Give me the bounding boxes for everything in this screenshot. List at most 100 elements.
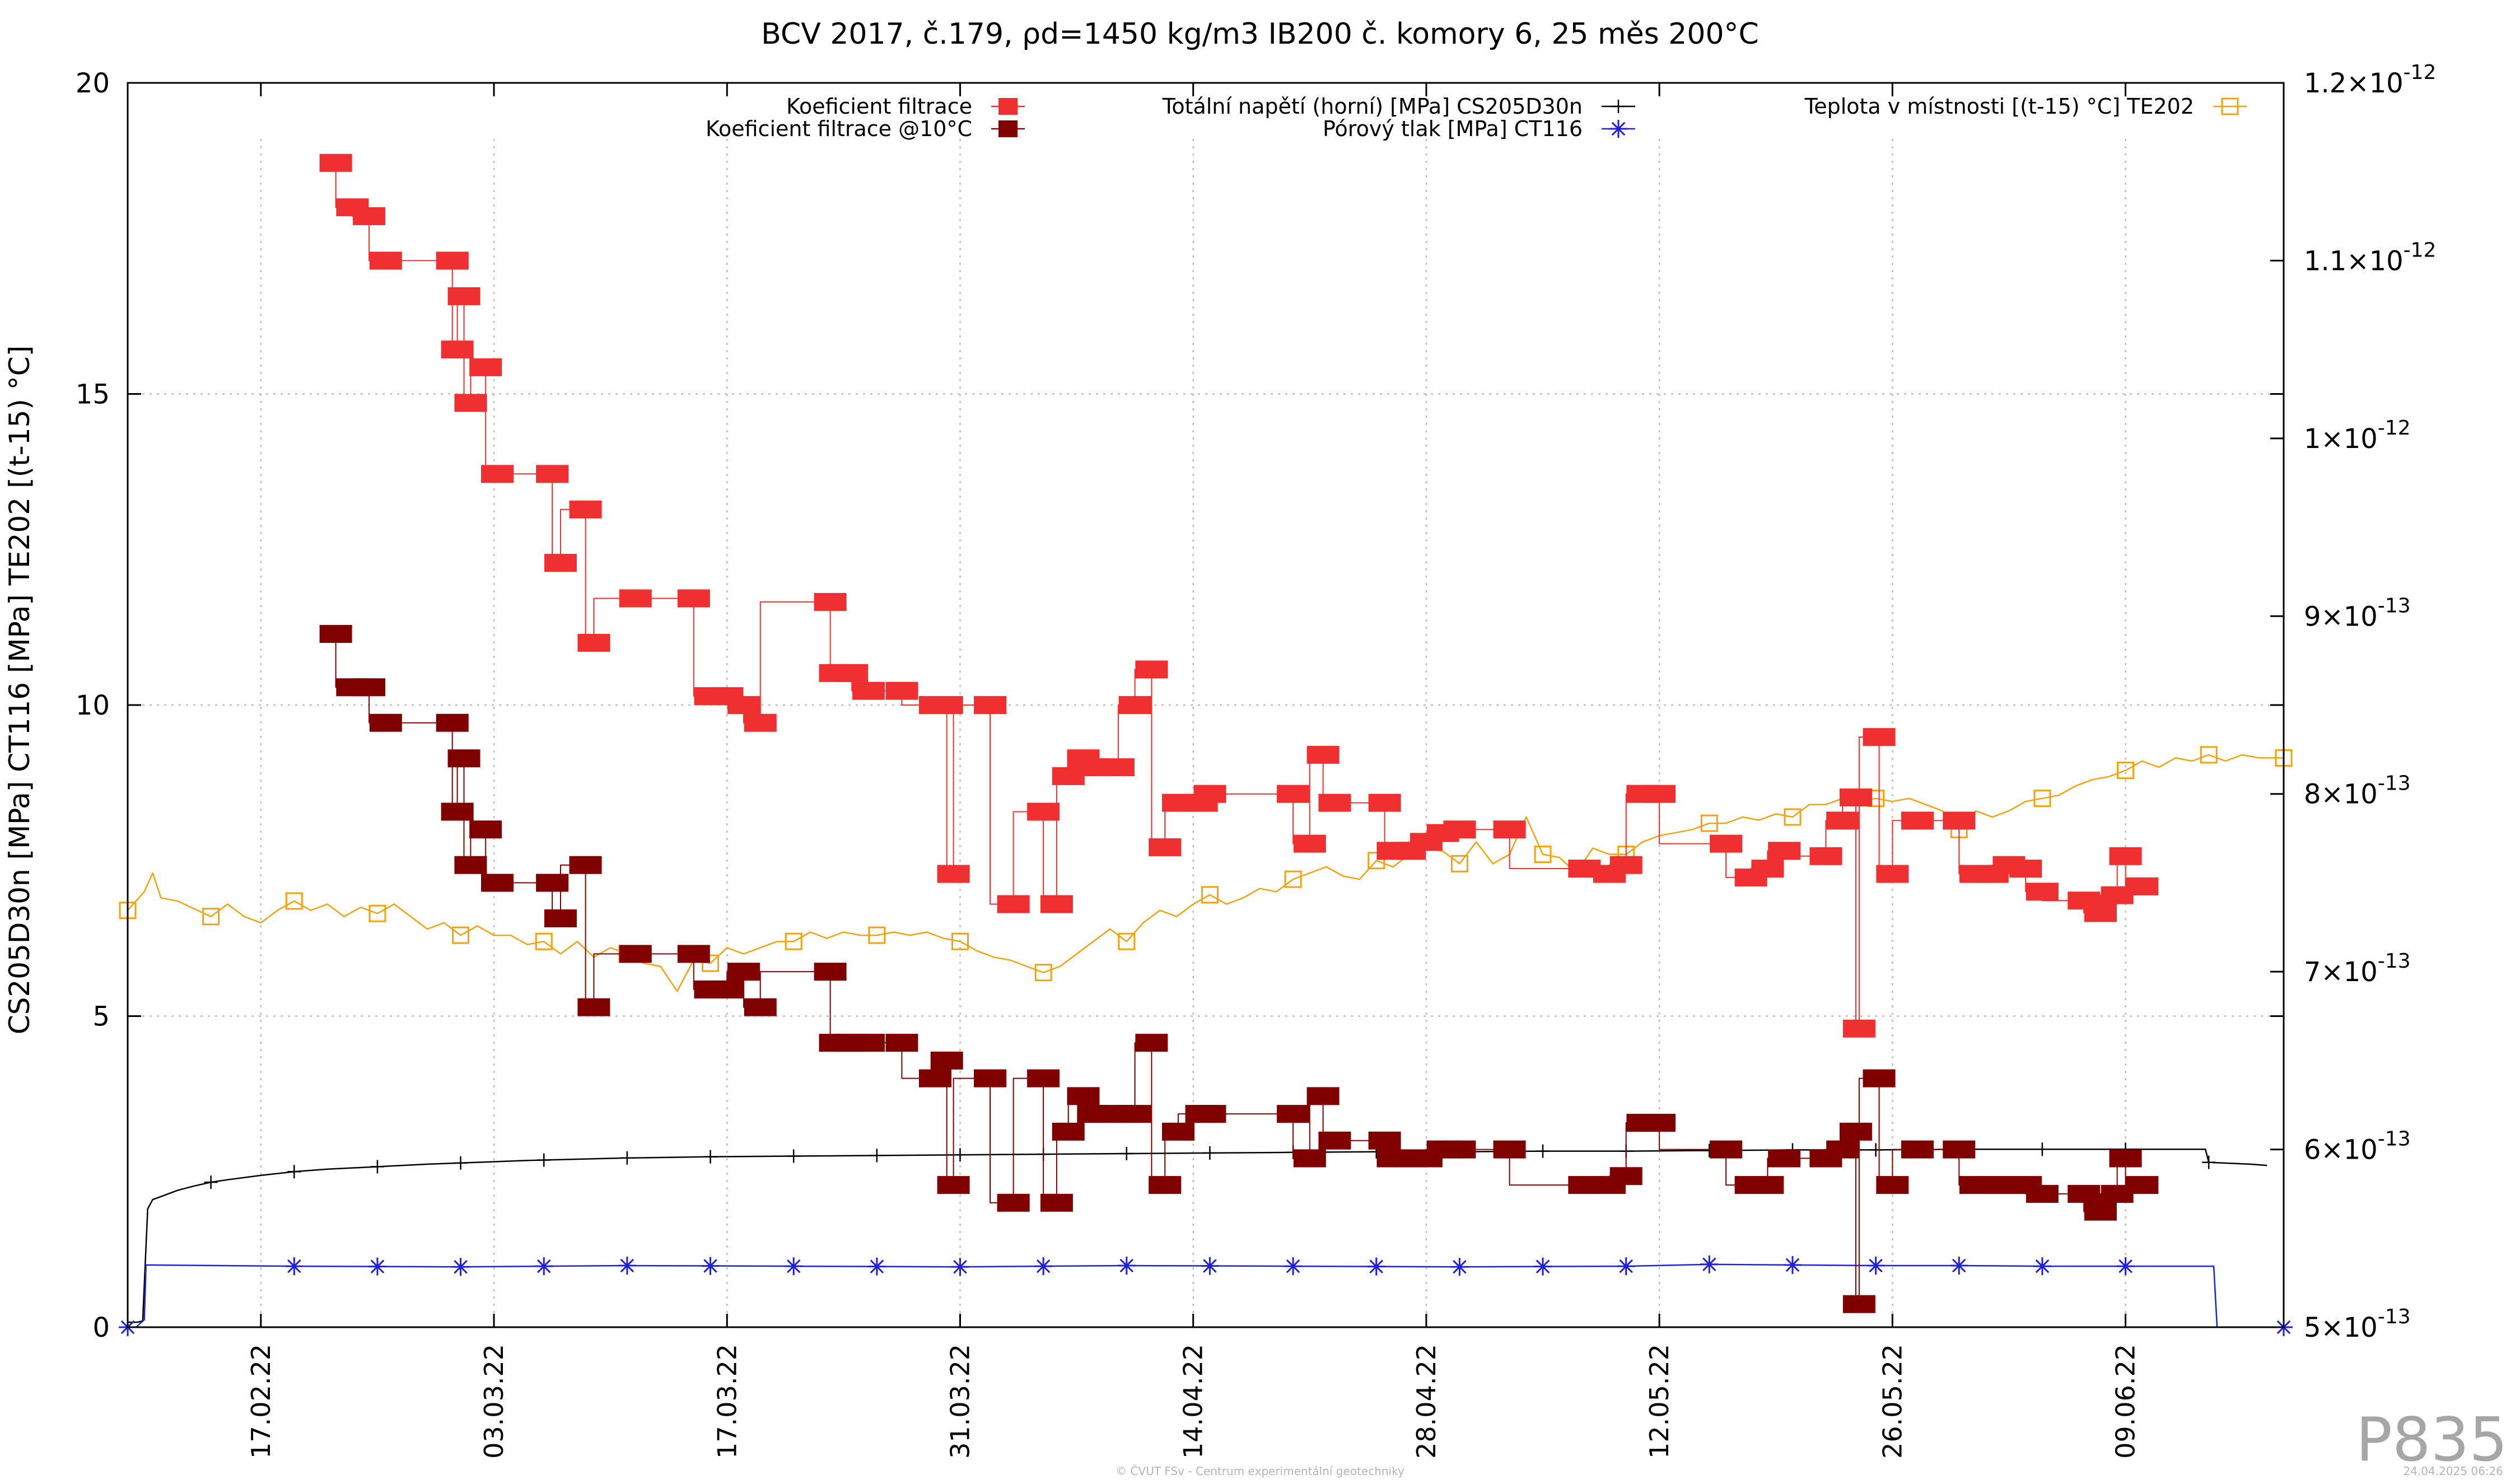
data-point — [727, 696, 760, 714]
data-point — [319, 153, 352, 172]
data-point — [744, 998, 777, 1016]
data-point — [1826, 811, 1859, 830]
data-point — [1784, 808, 1802, 826]
data-point — [974, 696, 1006, 714]
data-point — [836, 664, 869, 682]
footer-timestamp: 24.04.2025 06:26 — [2403, 1464, 2503, 1478]
data-point — [1135, 1034, 1168, 1052]
data-point — [1118, 932, 1136, 950]
data-point — [2084, 904, 2117, 922]
data-point — [930, 1051, 963, 1070]
data-point — [997, 895, 1030, 913]
data-point — [1643, 785, 1676, 803]
data-point — [1493, 820, 1526, 839]
x-tick-label: 31.03.22 — [945, 1344, 975, 1459]
data-point — [2009, 860, 2042, 878]
data-point — [951, 932, 969, 950]
legend-entry: Koeficient filtrace — [786, 94, 1025, 119]
y2-tick-mantissa: 7 — [2304, 956, 2321, 988]
data-point — [204, 1175, 218, 1189]
data-point — [2126, 1176, 2159, 1194]
y2-tick-base: 10 — [2369, 68, 2404, 99]
data-point — [1863, 1069, 1896, 1088]
data-point — [1609, 1167, 1642, 1186]
y2-tick-label: 8×10-13 — [2304, 772, 2411, 810]
data-point — [1943, 1140, 1976, 1159]
y2-tick-base: 10 — [2344, 956, 2378, 988]
data-point — [1368, 794, 1401, 812]
data-point — [1367, 1257, 1385, 1276]
data-point — [1710, 1140, 1743, 1159]
y2-tick-times: × — [2346, 245, 2369, 277]
data-point — [702, 954, 720, 972]
data-point — [285, 1257, 304, 1276]
data-point — [1700, 1255, 1719, 1273]
data-point — [1318, 794, 1351, 812]
legend-entry: Teplota v místnosti [(t-15) °C] TE202 — [1804, 94, 2247, 119]
y2-tick-exponent: -13 — [2378, 1128, 2411, 1151]
data-point — [1368, 1131, 1401, 1150]
series-3 — [119, 1255, 2293, 1336]
x-tick-label: 12.05.22 — [1644, 1344, 1674, 1459]
data-point — [2116, 1257, 2135, 1276]
data-point — [1493, 1140, 1526, 1159]
data-point — [544, 909, 577, 927]
data-point — [447, 287, 480, 305]
series-line — [335, 162, 2143, 1029]
data-point — [436, 251, 469, 270]
data-point — [1443, 820, 1476, 839]
y2-tick-base: 10 — [2344, 601, 2378, 632]
data-point — [1040, 1193, 1073, 1212]
data-point — [1277, 785, 1310, 803]
legend-marker — [998, 120, 1018, 137]
data-point — [569, 500, 602, 519]
legend-entry: Totální napětí (horní) [MPa] CS205D30n — [1162, 94, 1635, 119]
legend-entry: Pórový tlak [MPa] CT116 — [1323, 116, 1635, 141]
data-point — [1809, 847, 1842, 865]
y-axis-label: CS205D30n [MPa] CT116 [MPa] TE202 [(t-15… — [3, 346, 36, 1034]
data-point — [1869, 1143, 1883, 1157]
y2-tick-mantissa: 5 — [2304, 1312, 2321, 1343]
data-point — [2200, 746, 2218, 764]
data-point — [569, 856, 602, 874]
data-point — [353, 207, 386, 226]
data-point — [701, 1257, 720, 1275]
data-point — [1450, 855, 1468, 872]
data-point — [951, 1258, 969, 1276]
y2-tick-base: 10 — [2344, 423, 2378, 455]
series-2 — [128, 1142, 2267, 1323]
data-point — [1443, 1140, 1476, 1159]
data-point — [481, 874, 514, 892]
data-point — [1826, 1140, 1859, 1159]
data-point — [618, 1257, 636, 1275]
data-point — [1876, 1176, 1909, 1194]
x-tick-label: 26.05.22 — [1877, 1344, 1907, 1459]
data-point — [1306, 1087, 1340, 1105]
data-point — [535, 1257, 553, 1276]
x-tick-label: 03.03.22 — [479, 1344, 509, 1459]
data-point — [1612, 100, 1625, 113]
legend-marker — [998, 98, 1018, 115]
data-point — [441, 340, 474, 359]
series-0 — [319, 153, 2159, 1038]
data-point — [577, 633, 610, 652]
data-point — [536, 874, 569, 892]
watermark: P835 — [2356, 1405, 2508, 1475]
data-point — [620, 1151, 634, 1165]
y2-tick-base: 10 — [2369, 245, 2404, 277]
data-point — [536, 465, 569, 483]
data-point — [2026, 1184, 2059, 1203]
data-point — [1534, 1257, 1552, 1276]
data-point — [937, 865, 970, 883]
data-point — [2084, 1202, 2117, 1221]
footer-credit: © ČVUT FSv - Centrum experimentální geot… — [1116, 1464, 1404, 1478]
data-point — [1149, 838, 1182, 856]
data-point — [2126, 877, 2159, 895]
data-point — [814, 963, 847, 981]
data-point — [436, 713, 469, 732]
data-point — [852, 682, 885, 700]
data-point — [1040, 895, 1073, 913]
data-point — [727, 963, 760, 981]
data-point — [1751, 1176, 1784, 1194]
